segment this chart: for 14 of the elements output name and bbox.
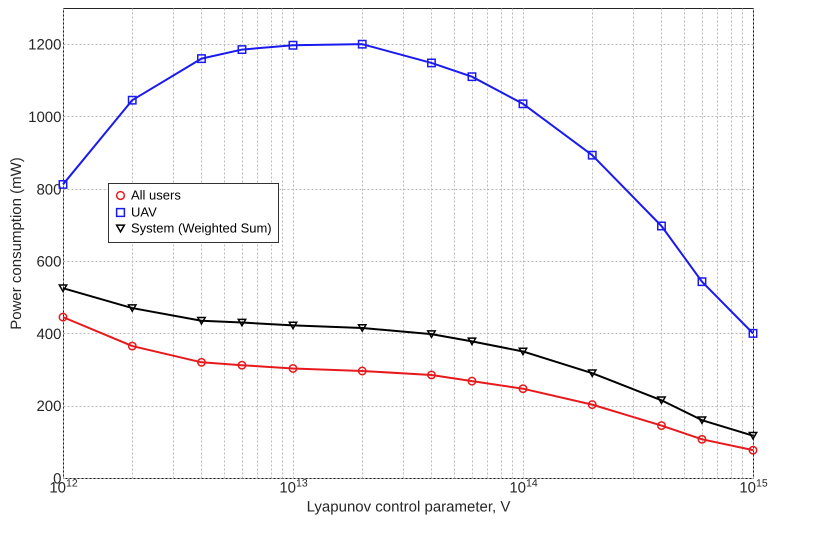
x-tick-label: 10$^{14}$	[509, 478, 538, 496]
y-axis-title: Power consumption (mW)	[8, 157, 26, 330]
legend-label: System (Weighted Sum)	[131, 220, 272, 236]
x-axis-title: Lyapunov control parameter, V	[306, 498, 510, 516]
y-tick-label: 800	[36, 181, 62, 198]
legend-label: All users	[131, 188, 182, 202]
y-tick-label: 1000	[28, 108, 62, 126]
legend-label: UAV	[131, 204, 158, 220]
y-tick-label: 600	[36, 254, 62, 271]
x-tick-label: 10$^{13}$	[279, 478, 308, 496]
x-tick-label: 10$^{15}$	[739, 478, 768, 496]
y-tick-label: 1200	[28, 36, 62, 54]
y-tick-label: 400	[36, 326, 62, 343]
y-tick-label: 200	[36, 398, 62, 416]
